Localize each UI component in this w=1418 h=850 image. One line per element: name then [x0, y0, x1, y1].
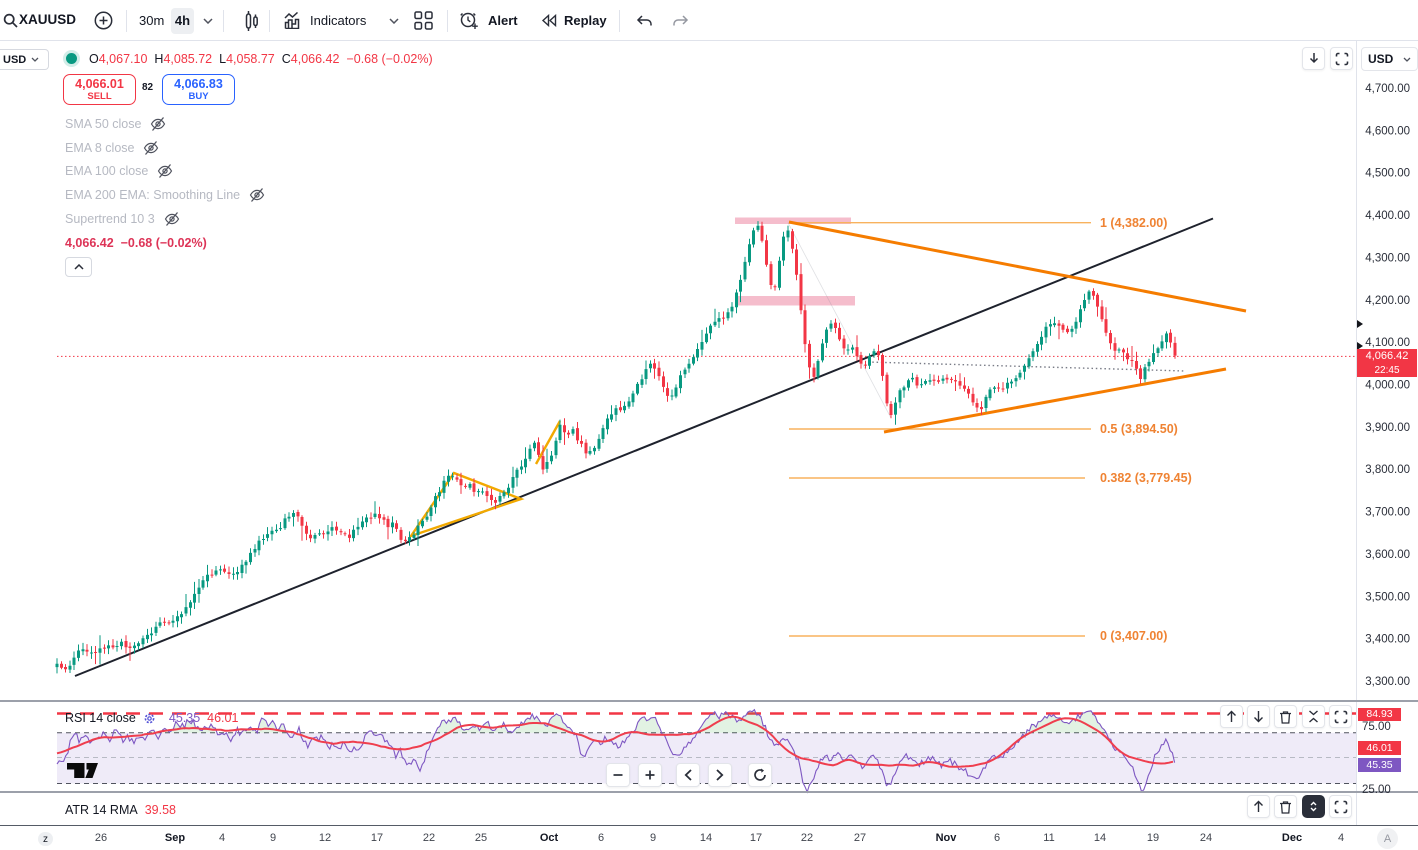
- svg-text:3,500.00: 3,500.00: [1365, 591, 1410, 603]
- svg-text:3,600.00: 3,600.00: [1365, 549, 1410, 561]
- svg-text:4,500.00: 4,500.00: [1365, 168, 1410, 180]
- svg-text:4,100.00: 4,100.00: [1365, 337, 1410, 349]
- svg-text:3,900.00: 3,900.00: [1365, 422, 1410, 434]
- svg-text:1 (4,382.00): 1 (4,382.00): [1100, 216, 1167, 230]
- svg-text:0.382 (3,779.45): 0.382 (3,779.45): [1100, 471, 1192, 485]
- svg-text:3,800.00: 3,800.00: [1365, 464, 1410, 476]
- svg-text:3,300.00: 3,300.00: [1365, 676, 1410, 688]
- svg-text:4,000.00: 4,000.00: [1365, 380, 1410, 392]
- svg-text:0 (3,407.00): 0 (3,407.00): [1100, 629, 1167, 643]
- svg-text:4,700.00: 4,700.00: [1365, 83, 1410, 95]
- svg-text:0.5 (3,894.50): 0.5 (3,894.50): [1100, 422, 1178, 436]
- svg-text:3,400.00: 3,400.00: [1365, 634, 1410, 646]
- svg-text:3,700.00: 3,700.00: [1365, 507, 1410, 519]
- svg-text:4,300.00: 4,300.00: [1365, 252, 1410, 264]
- svg-text:4,400.00: 4,400.00: [1365, 210, 1410, 222]
- svg-text:4,600.00: 4,600.00: [1365, 125, 1410, 137]
- svg-text:4,200.00: 4,200.00: [1365, 295, 1410, 307]
